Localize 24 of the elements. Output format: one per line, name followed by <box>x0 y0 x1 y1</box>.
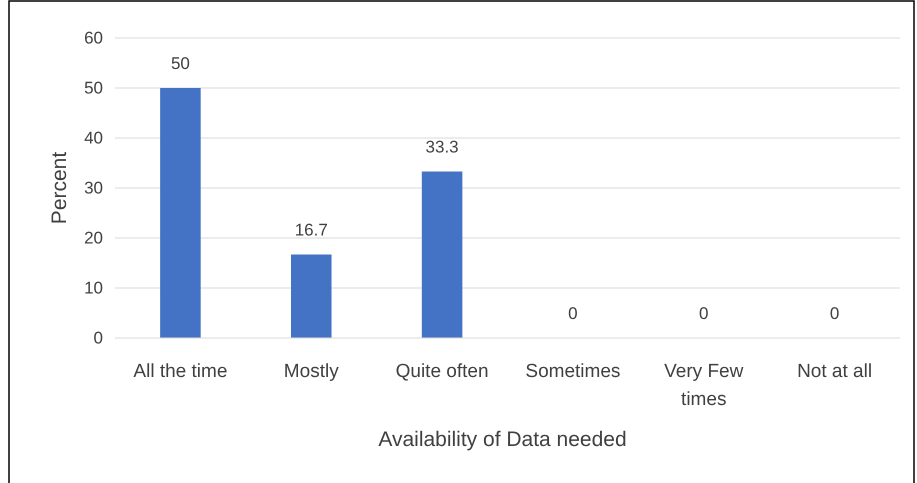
x-tick-label: Quite often <box>396 361 489 382</box>
x-tick-label: Not at all <box>797 361 872 382</box>
bar <box>290 254 332 338</box>
x-tick-label: Sometimes <box>525 361 620 382</box>
data-label: 16.7 <box>294 220 328 240</box>
bar <box>160 88 201 338</box>
x-tick-label: Mostly <box>284 361 340 382</box>
y-tick-label: 40 <box>84 128 103 148</box>
x-axis-title: Availability of Data needed <box>378 428 627 451</box>
data-label: 0 <box>830 304 840 323</box>
data-label: 33.3 <box>426 138 459 156</box>
y-axis-title: Percent <box>48 152 71 224</box>
data-label: 0 <box>699 304 708 323</box>
bar <box>422 172 462 338</box>
y-tick-label: 0 <box>94 328 103 348</box>
y-tick-label: 30 <box>84 178 103 198</box>
y-tick-label: 20 <box>84 228 103 248</box>
y-tick-label: 50 <box>84 78 103 98</box>
data-label: 50 <box>170 54 190 73</box>
x-tick-label: Very Few times <box>664 361 744 410</box>
y-tick-label: 60 <box>84 28 103 48</box>
data-label: 0 <box>568 304 578 323</box>
y-tick-label: 10 <box>84 278 103 298</box>
x-tick-label: All the time <box>133 361 228 382</box>
